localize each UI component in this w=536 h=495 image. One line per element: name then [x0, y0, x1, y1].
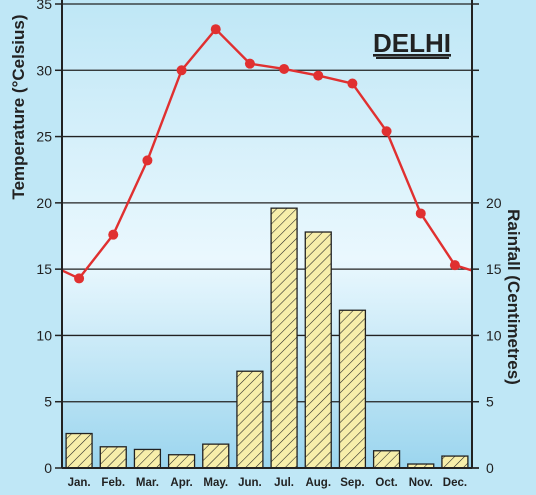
- left-tick-label-5: 5: [44, 394, 52, 410]
- left-tick-label-35: 35: [36, 0, 52, 12]
- temperature-point-11: [449, 260, 460, 271]
- rainfall-bar-5: [236, 370, 264, 469]
- left-tick-label-30: 30: [36, 62, 52, 78]
- plot-background: [62, 4, 472, 468]
- right-tick-label-5: 5: [486, 394, 494, 410]
- month-label-1: Feb.: [101, 477, 125, 489]
- rainfall-bar-6: [270, 207, 298, 469]
- temperature-point-9: [381, 126, 392, 137]
- rainfall-bar-0: [65, 432, 93, 469]
- rainfall-bar-4: [202, 443, 230, 469]
- temperature-point-5: [244, 58, 255, 69]
- rainfall-bar-7: [304, 231, 332, 469]
- temperature-point-1: [108, 229, 119, 240]
- axes: [55, 0, 479, 469]
- temperature-point-8: [347, 78, 358, 89]
- rainfall-bar-8: [338, 309, 367, 469]
- rainfall-bar-1: [99, 446, 127, 469]
- temperature-point-3: [176, 65, 187, 76]
- left-tick-label-0: 0: [44, 460, 52, 476]
- right-tick-label-20: 20: [486, 195, 502, 211]
- chart-title: DELHI: [373, 28, 451, 58]
- temperature-point-6: [279, 63, 290, 74]
- right-tick-label-10: 10: [486, 327, 502, 343]
- right-tick-label-0: 0: [486, 460, 494, 476]
- month-label-9: Oct.: [375, 477, 397, 489]
- month-label-4: May.: [203, 477, 228, 489]
- month-label-7: Aug.: [305, 477, 331, 489]
- month-label-3: Apr.: [170, 477, 192, 489]
- temperature-point-10: [415, 208, 426, 219]
- temperature-axis-label: Temperature (°Celsius): [9, 14, 28, 199]
- axis-labels: 0 5 10 15 20 25 30 35 0 5 10 15 20 Jan. Feb. Mar. Apr. Ma…: [36, 0, 501, 489]
- rainfall-bar-2: [133, 448, 162, 469]
- temperature-point-4: [210, 24, 221, 35]
- rainfall-axis-label: Rainfall (Centimetres): [504, 209, 523, 385]
- temperature-point-0: [74, 273, 85, 284]
- temperature-point-2: [142, 155, 153, 166]
- month-label-6: Jul.: [274, 477, 294, 489]
- month-label-0: Jan.: [68, 477, 91, 489]
- rainfall-bars: [65, 207, 469, 469]
- left-tick-label-20: 20: [36, 195, 52, 211]
- month-label-10: Nov.: [409, 477, 433, 489]
- month-label-5: Jun.: [238, 477, 262, 489]
- temperature-point-7: [313, 70, 324, 81]
- rainfall-bar-3: [167, 454, 196, 469]
- month-label-11: Dec.: [443, 477, 467, 489]
- right-tick-label-15: 15: [486, 261, 502, 277]
- month-label-8: Sep.: [340, 477, 364, 489]
- left-tick-label-25: 25: [36, 129, 52, 145]
- left-tick-label-10: 10: [36, 327, 52, 343]
- rainfall-bar-9: [372, 450, 401, 469]
- month-label-2: Mar.: [136, 477, 159, 489]
- gridlines: [62, 3, 472, 403]
- rainfall-bar-11: [441, 455, 469, 469]
- temperature-line: [61, 24, 473, 284]
- temperature-polyline: [61, 27, 473, 280]
- left-tick-label-15: 15: [36, 261, 52, 277]
